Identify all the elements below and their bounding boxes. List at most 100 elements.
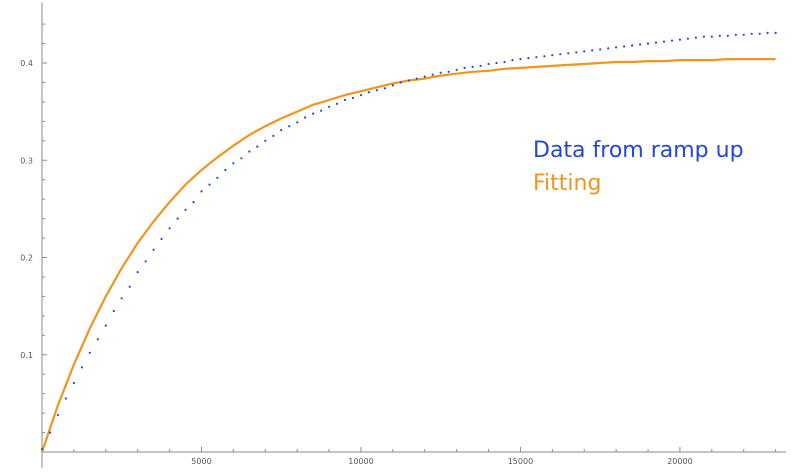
data-point bbox=[359, 94, 363, 97]
data-point bbox=[96, 338, 99, 341]
data-point bbox=[72, 381, 75, 385]
data-point bbox=[463, 66, 466, 69]
data-point bbox=[216, 176, 219, 179]
data-point bbox=[112, 309, 115, 313]
data-point bbox=[256, 145, 259, 148]
data-point bbox=[527, 57, 530, 60]
data-point bbox=[519, 58, 522, 61]
data-point bbox=[559, 53, 562, 56]
data-point bbox=[383, 87, 386, 90]
data-point bbox=[607, 47, 610, 50]
legend-entry-data: Data from ramp up bbox=[533, 138, 744, 163]
data-point bbox=[567, 52, 570, 55]
data-point bbox=[288, 125, 291, 128]
data-point bbox=[615, 46, 618, 49]
axes bbox=[41, 2, 786, 468]
data-point bbox=[710, 35, 713, 38]
data-point bbox=[758, 32, 761, 35]
data-point bbox=[391, 84, 394, 87]
data-point bbox=[623, 45, 626, 48]
data-point bbox=[128, 285, 131, 288]
data-point bbox=[551, 54, 554, 57]
data-point bbox=[56, 413, 60, 417]
legend: Data from ramp up Fitting bbox=[533, 134, 744, 200]
data-point bbox=[240, 157, 243, 160]
data-point bbox=[304, 116, 307, 119]
data-point bbox=[208, 183, 211, 186]
data-point bbox=[296, 121, 299, 124]
data-point bbox=[694, 36, 698, 39]
data-point bbox=[351, 96, 355, 100]
data-point bbox=[160, 237, 163, 241]
data-point bbox=[766, 31, 769, 34]
data-point bbox=[503, 60, 506, 64]
data-point bbox=[152, 248, 155, 251]
data-point bbox=[328, 105, 331, 108]
data-point bbox=[136, 271, 139, 274]
data-point bbox=[575, 51, 578, 54]
data-point bbox=[64, 397, 67, 400]
data-point bbox=[742, 33, 745, 36]
y-tick-label: 0.2 bbox=[20, 254, 33, 263]
data-point bbox=[40, 448, 44, 451]
data-point bbox=[455, 68, 458, 71]
data-point bbox=[479, 64, 482, 67]
data-point bbox=[535, 56, 538, 59]
data-point bbox=[264, 139, 267, 142]
x-tick-label: 5000 bbox=[191, 457, 211, 466]
data-point bbox=[599, 48, 602, 51]
data-point bbox=[88, 351, 91, 354]
data-point bbox=[750, 32, 753, 35]
data-point bbox=[583, 50, 586, 53]
data-point bbox=[375, 89, 378, 92]
data-point bbox=[639, 43, 642, 46]
data-point bbox=[232, 162, 235, 165]
data-point bbox=[248, 150, 251, 153]
data-point bbox=[272, 134, 275, 137]
data-point bbox=[415, 77, 418, 80]
data-point bbox=[662, 40, 666, 43]
data-point bbox=[670, 39, 674, 42]
data-point bbox=[335, 102, 339, 105]
data-point bbox=[495, 61, 498, 65]
data-point bbox=[367, 91, 370, 94]
data-point bbox=[678, 38, 682, 41]
data-point bbox=[487, 62, 490, 66]
x-tick-label: 10000 bbox=[348, 457, 373, 466]
ticks: 5000 10000 15000 20000 0.1 0.2 0.3 0.4 bbox=[20, 23, 777, 466]
y-tick-label: 0.3 bbox=[20, 156, 33, 165]
data-point bbox=[734, 33, 737, 36]
data-point bbox=[591, 49, 594, 52]
data-point bbox=[511, 59, 514, 62]
data-point bbox=[320, 109, 323, 112]
data-point bbox=[144, 260, 147, 263]
data-point bbox=[48, 431, 52, 434]
data-point bbox=[774, 31, 777, 34]
data-point bbox=[631, 44, 634, 47]
x-tick-label: 15000 bbox=[508, 457, 533, 466]
data-point bbox=[120, 297, 123, 300]
data-point bbox=[447, 70, 450, 73]
data-point bbox=[407, 79, 410, 82]
series-layer bbox=[40, 31, 777, 453]
data-point bbox=[280, 129, 283, 132]
data-point bbox=[343, 98, 347, 102]
data-point bbox=[686, 37, 690, 40]
legend-entry-fitting: Fitting bbox=[533, 171, 602, 196]
x-tick-label: 20000 bbox=[667, 457, 692, 466]
data-point bbox=[718, 34, 721, 37]
data-point bbox=[224, 168, 227, 172]
data-point bbox=[104, 324, 107, 327]
y-tick-label: 0.1 bbox=[20, 351, 33, 360]
data-point bbox=[423, 75, 426, 78]
data-point bbox=[192, 201, 195, 204]
data-point bbox=[184, 208, 187, 211]
data-point bbox=[471, 65, 474, 68]
data-point bbox=[399, 81, 402, 84]
data-point bbox=[176, 217, 179, 220]
data-point bbox=[431, 73, 434, 76]
y-tick-label: 0.4 bbox=[20, 59, 33, 68]
data-point bbox=[168, 227, 171, 230]
fit-line bbox=[40, 58, 776, 453]
